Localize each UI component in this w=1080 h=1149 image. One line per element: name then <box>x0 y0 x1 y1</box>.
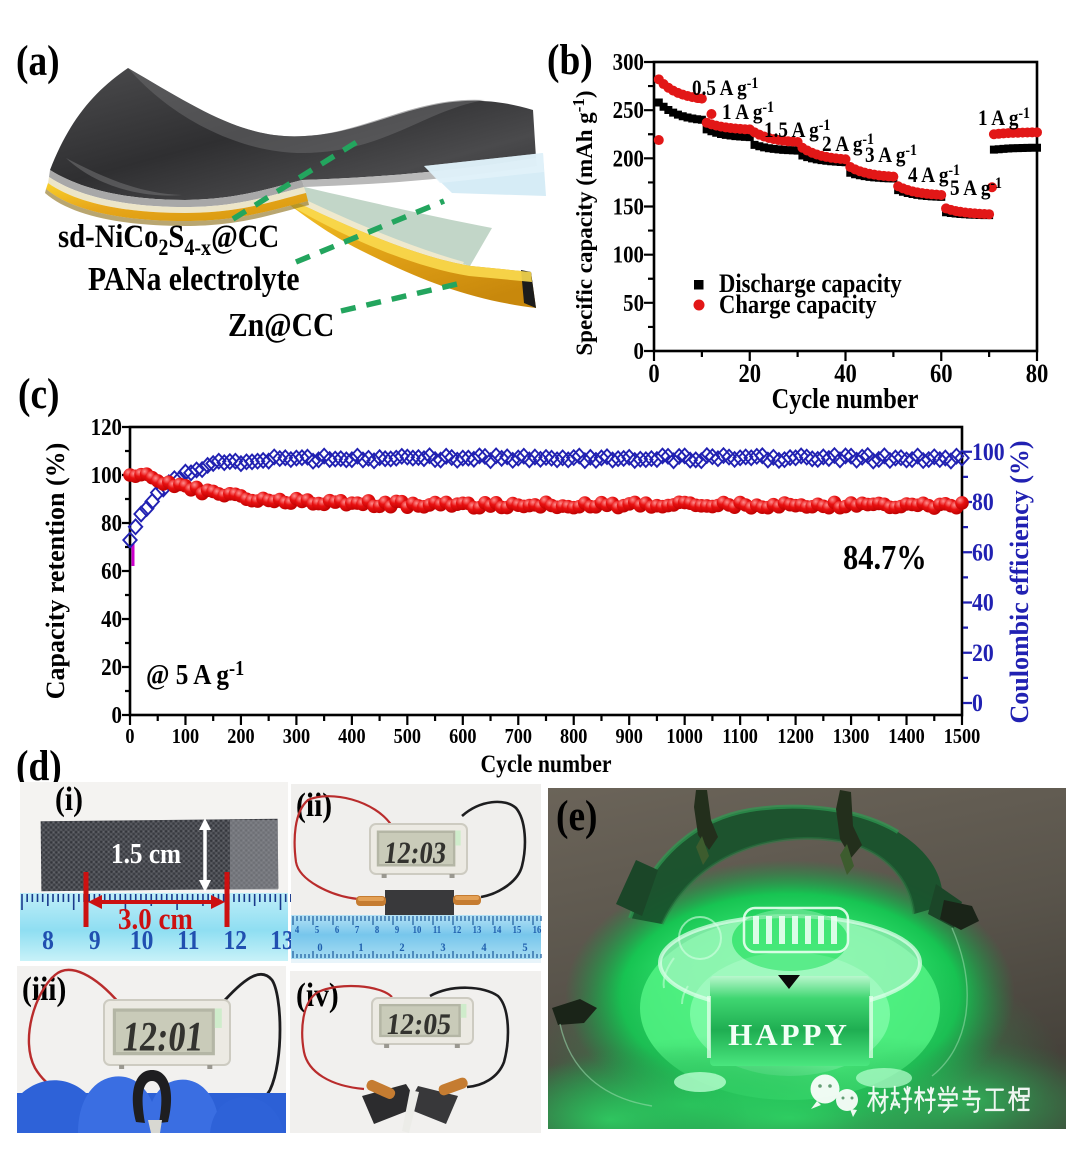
svg-text:(iv): (iv) <box>296 976 339 1013</box>
svg-text:7: 7 <box>355 926 360 937</box>
svg-text:15: 15 <box>513 926 522 937</box>
svg-text:900: 900 <box>616 725 644 748</box>
svg-text:700: 700 <box>505 725 533 748</box>
svg-text:13: 13 <box>473 926 482 937</box>
svg-text:84.7%: 84.7% <box>843 539 927 577</box>
svg-text:0: 0 <box>112 702 122 729</box>
svg-text:40: 40 <box>101 606 122 633</box>
svg-text:1: 1 <box>358 941 364 954</box>
svg-text:12:05: 12:05 <box>384 1007 453 1041</box>
svg-text:250: 250 <box>613 97 644 124</box>
svg-text:HAPPY: HAPPY <box>728 1017 850 1052</box>
svg-text:6: 6 <box>335 926 340 937</box>
svg-text:16: 16 <box>533 926 542 937</box>
svg-text:4: 4 <box>481 941 487 954</box>
svg-text:0: 0 <box>317 941 323 954</box>
svg-text:300: 300 <box>613 49 644 76</box>
svg-text:500: 500 <box>394 725 422 748</box>
svg-text:80: 80 <box>101 510 122 537</box>
svg-text:(ii): (ii) <box>296 786 332 823</box>
svg-text:(c): (c) <box>18 370 60 418</box>
svg-text:8: 8 <box>375 926 380 937</box>
svg-text:200: 200 <box>613 145 644 172</box>
svg-text:Cycle number: Cycle number <box>480 751 611 779</box>
svg-text:60: 60 <box>930 360 953 389</box>
svg-text:300: 300 <box>283 725 311 748</box>
svg-text:12:01: 12:01 <box>120 1014 206 1061</box>
svg-text:PANa electrolyte: PANa electrolyte <box>88 260 300 297</box>
svg-text:120: 120 <box>91 414 122 441</box>
svg-text:0: 0 <box>125 725 134 748</box>
svg-text:60: 60 <box>101 558 122 585</box>
svg-text:12: 12 <box>223 926 246 956</box>
svg-text:1200: 1200 <box>777 725 814 748</box>
svg-text:Zn@CC: Zn@CC <box>228 306 334 343</box>
svg-text:Specific capacity (mAh g-1): Specific capacity (mAh g-1) <box>569 90 597 355</box>
svg-text:100: 100 <box>972 438 1005 466</box>
svg-text:200: 200 <box>227 725 255 748</box>
svg-text:13: 13 <box>270 926 293 956</box>
svg-text:(e): (e) <box>556 792 598 840</box>
svg-text:Coulombic efficiency (%): Coulombic efficiency (%) <box>1005 440 1034 723</box>
svg-text:3 A g-1: 3 A g-1 <box>865 142 917 167</box>
svg-text:5: 5 <box>522 941 528 954</box>
svg-text:10: 10 <box>130 926 153 956</box>
svg-text:14: 14 <box>493 926 502 937</box>
svg-text:400: 400 <box>338 725 366 748</box>
svg-text:12: 12 <box>453 926 462 937</box>
svg-text:1000: 1000 <box>666 725 703 748</box>
svg-text:11: 11 <box>177 926 199 956</box>
svg-text:100: 100 <box>613 241 644 268</box>
svg-text:Capacity retention (%): Capacity retention (%) <box>41 443 70 700</box>
svg-text:50: 50 <box>623 289 644 316</box>
svg-text:3.0 cm: 3.0 cm <box>118 902 193 936</box>
svg-text:(a): (a) <box>16 37 60 85</box>
svg-text:40: 40 <box>972 589 994 617</box>
svg-text:20: 20 <box>972 639 994 667</box>
svg-text:60: 60 <box>972 539 994 567</box>
svg-text:1500: 1500 <box>944 725 981 748</box>
svg-text:12:03: 12:03 <box>382 835 448 870</box>
svg-text:Cycle number: Cycle number <box>772 383 919 414</box>
svg-text:11: 11 <box>433 926 442 937</box>
svg-text:9: 9 <box>89 926 101 956</box>
svg-text:9: 9 <box>395 926 400 937</box>
svg-text:5: 5 <box>315 926 320 937</box>
svg-text:2: 2 <box>399 941 405 954</box>
svg-text:100: 100 <box>172 725 200 748</box>
svg-text:150: 150 <box>613 193 644 220</box>
svg-text:0: 0 <box>972 690 983 718</box>
svg-text:8: 8 <box>42 926 54 956</box>
svg-text:0: 0 <box>648 360 659 389</box>
svg-text:(i): (i) <box>55 780 83 817</box>
svg-text:80: 80 <box>972 489 994 517</box>
svg-text:1300: 1300 <box>833 725 870 748</box>
svg-text:10: 10 <box>413 926 422 937</box>
svg-text:@ 5 A g-1: @ 5 A g-1 <box>146 657 244 691</box>
svg-text:80: 80 <box>1026 360 1049 389</box>
svg-text:20: 20 <box>738 360 761 389</box>
svg-text:1400: 1400 <box>888 725 925 748</box>
svg-text:(b): (b) <box>547 36 593 84</box>
svg-text:20: 20 <box>101 654 122 681</box>
svg-text:3: 3 <box>440 941 446 954</box>
svg-text:0: 0 <box>634 338 644 365</box>
svg-text:1100: 1100 <box>722 725 758 748</box>
svg-text:(d): (d) <box>16 742 62 790</box>
svg-text:100: 100 <box>91 462 122 489</box>
svg-text:sd-NiCo2S4-x@CC: sd-NiCo2S4-x@CC <box>58 217 279 260</box>
svg-text:4: 4 <box>295 926 300 937</box>
svg-text:800: 800 <box>560 725 588 748</box>
svg-text:Charge capacity: Charge capacity <box>719 291 877 320</box>
svg-text:600: 600 <box>449 725 477 748</box>
svg-text:Discharge capacity: Discharge capacity <box>719 270 902 299</box>
svg-text:1.5 cm: 1.5 cm <box>111 837 181 869</box>
svg-text:40: 40 <box>834 360 857 389</box>
